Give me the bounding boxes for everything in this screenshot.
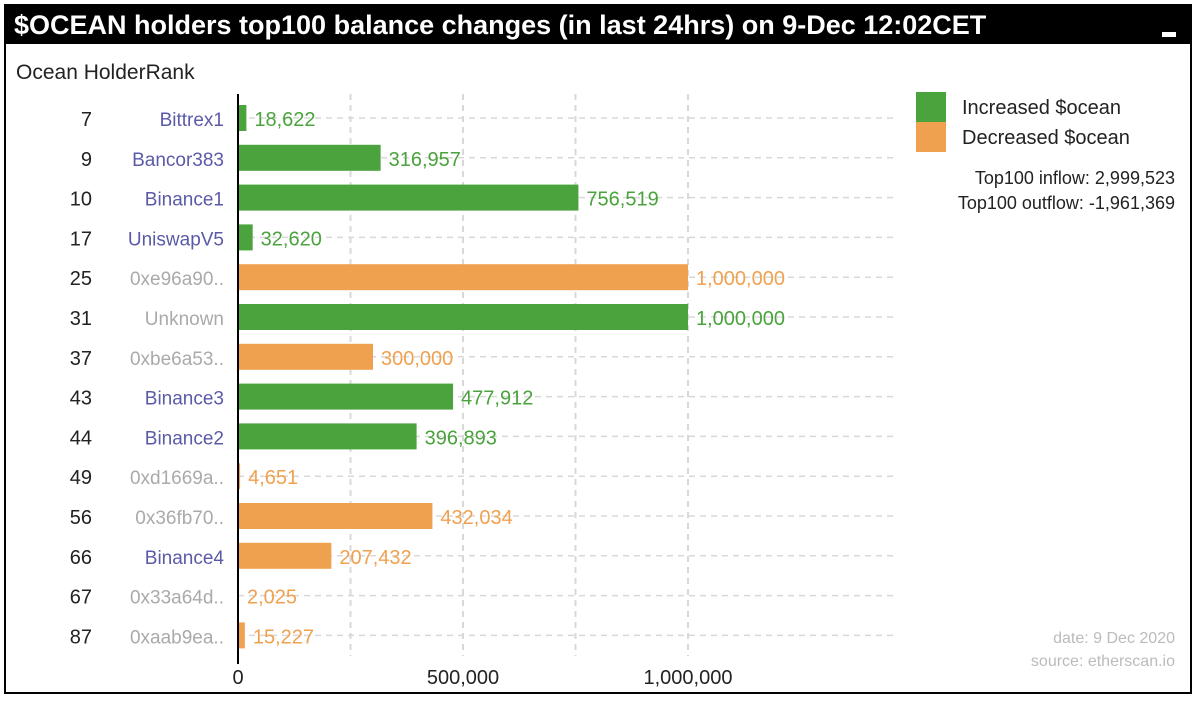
bar-chart: Ocean HolderRank 18,622 7 Bittrex1 316,957 9 B… [16, 61, 1175, 689]
holder-rank: 37 [70, 348, 92, 370]
holder-rank: 17 [70, 228, 92, 250]
holder-name: Binance2 [145, 428, 224, 449]
top100-inflow: Top100 inflow: 2,999,523 [975, 168, 1175, 188]
bar-value-label: 300,000 [381, 348, 453, 370]
holder-rank: 44 [70, 427, 92, 449]
bar-increase [238, 105, 247, 131]
bar-decrease [238, 463, 241, 490]
footer-source: source: etherscan.io [1031, 653, 1175, 670]
bar-value-label: 396,893 [425, 427, 497, 449]
holder-rank: 49 [70, 467, 92, 489]
holder-rank: 43 [70, 388, 92, 410]
holder-rank: 10 [70, 189, 92, 211]
holder-name: 0xe96a90.. [130, 269, 224, 290]
holder-rank: 25 [70, 268, 92, 290]
bar-increase [238, 224, 253, 251]
bar-value-label: 1,000,000 [696, 268, 785, 290]
bar-value-label: 4,651 [248, 467, 298, 489]
bar-value-label: 316,957 [389, 149, 461, 171]
holder-name: Bancor383 [132, 150, 224, 171]
title-bar: $OCEAN holders top100 balance changes (i… [6, 6, 1190, 44]
holder-name: Unknown [145, 309, 224, 330]
legend-swatch-decrease [916, 122, 946, 152]
holder-name: Bittrex1 [160, 110, 224, 131]
bar-increase [238, 383, 454, 410]
minimize-icon[interactable] [1162, 32, 1176, 37]
bar-decrease [238, 503, 433, 529]
bar-value-label: 2,025 [247, 587, 297, 609]
holder-rank: 31 [70, 308, 92, 330]
x-tick-label: 1,000,000 [644, 667, 733, 689]
holder-name: 0x33a64d.. [130, 588, 224, 609]
holder-rank: 9 [81, 149, 92, 171]
holder-name: Binance1 [145, 190, 224, 211]
holder-rank: 7 [81, 109, 92, 131]
holder-rank: 67 [70, 587, 92, 609]
y-axis-label: Ocean HolderRank [16, 61, 195, 84]
bar-decrease [238, 343, 373, 370]
top100-outflow: Top100 outflow: -1,961,369 [958, 193, 1175, 213]
bar-decrease [238, 622, 245, 649]
chart-title: $OCEAN holders top100 balance changes (i… [14, 10, 987, 40]
bar-increase [238, 423, 417, 450]
legend-label: Decreased $ocean [962, 127, 1130, 149]
holder-name: 0x36fb70.. [135, 508, 224, 529]
holder-name: 0xd1669a.. [130, 468, 224, 489]
holder-name: Binance4 [145, 548, 225, 569]
bar-value-label: 477,912 [461, 388, 533, 410]
bar-value-label: 207,432 [339, 547, 411, 569]
x-tick-label: 0 [232, 667, 243, 689]
holder-rank: 66 [70, 547, 92, 569]
bar-value-label: 32,620 [261, 228, 322, 250]
bar-value-label: 432,034 [440, 507, 512, 529]
holder-name: UniswapV5 [128, 229, 224, 250]
x-tick-label: 500,000 [427, 667, 499, 689]
holder-rank: 87 [70, 626, 92, 648]
bar-value-label: 756,519 [586, 189, 658, 211]
footer-date: date: 9 Dec 2020 [1053, 630, 1175, 647]
bar-decrease [238, 542, 332, 569]
bar-decrease [238, 264, 688, 291]
chart-window: $OCEAN holders top100 balance changes (i… [4, 4, 1192, 694]
holder-name: 0xbe6a53.. [130, 349, 224, 370]
bar-value-label: 1,000,000 [696, 308, 785, 330]
holder-rank: 56 [70, 507, 92, 529]
bar-increase [238, 144, 381, 171]
holder-name: 0xaab9ea.. [130, 627, 224, 648]
holder-name: Binance3 [145, 389, 224, 410]
bar-increase [238, 184, 579, 211]
bar-increase [238, 304, 688, 330]
legend-swatch-increase [916, 92, 946, 122]
legend-label: Increased $ocean [962, 97, 1121, 119]
bar-value-label: 15,227 [253, 626, 314, 648]
bar-value-label: 18,622 [254, 109, 315, 131]
